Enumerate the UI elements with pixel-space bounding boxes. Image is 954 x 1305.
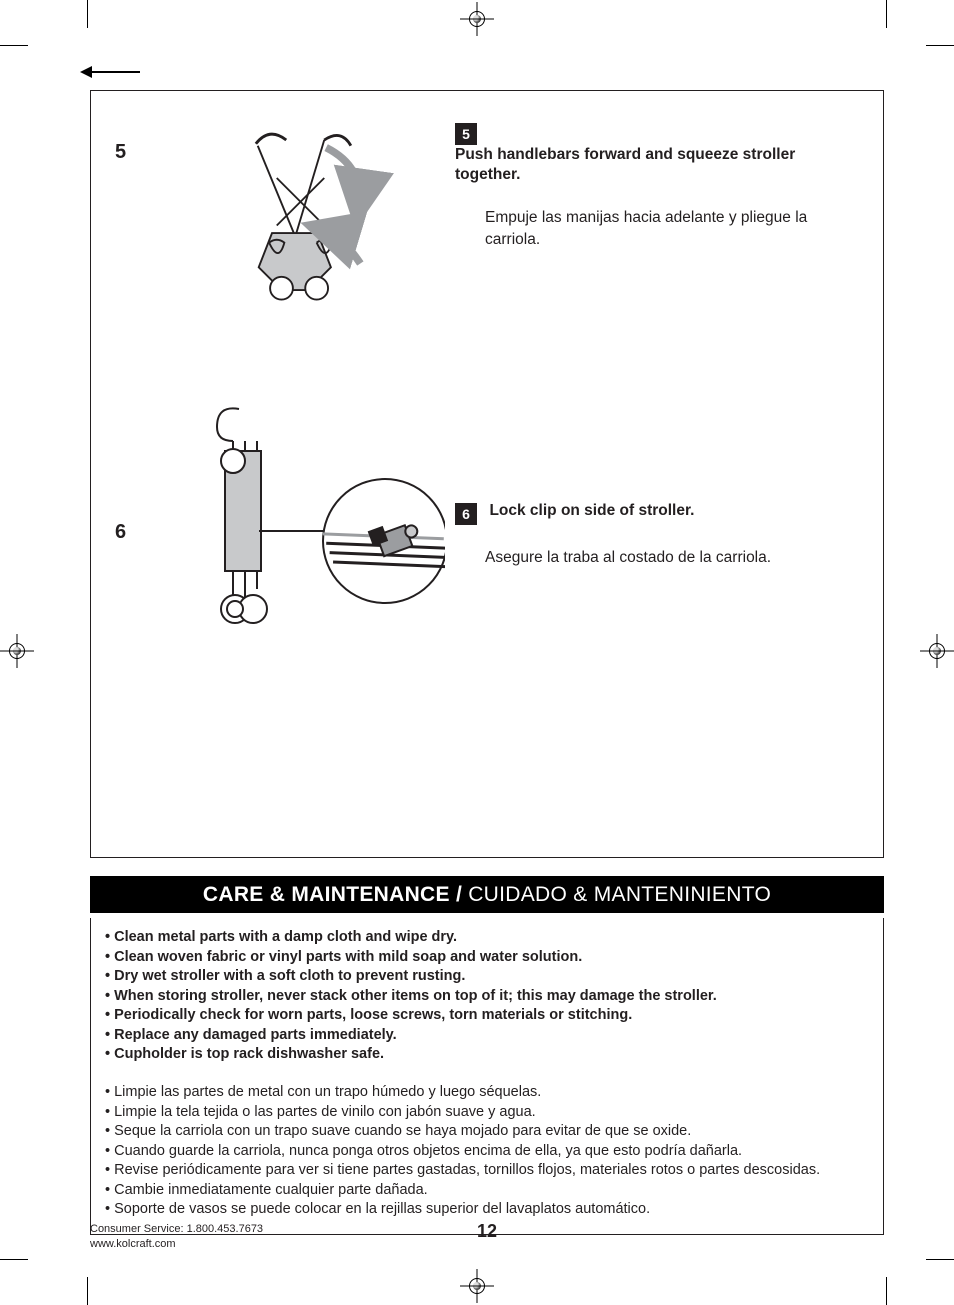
care-item-es: Cuando guarde la carriola, nunca ponga o… bbox=[105, 1142, 869, 1162]
care-maintenance-header: CARE & MAINTENANCE / CUIDADO & MANTENINI… bbox=[90, 876, 884, 913]
care-item-es: Seque la carriola con un trapo suave cua… bbox=[105, 1122, 869, 1142]
care-item-es: Soporte de vasos se puede colocar en la … bbox=[105, 1200, 869, 1220]
care-item-en: Clean woven fabric or vinyl parts with m… bbox=[105, 948, 869, 968]
step-6-badge: 6 bbox=[455, 503, 477, 525]
step-6-english: Lock clip on side of stroller. bbox=[489, 501, 694, 521]
care-item-es: Cambie inmediatamente cualquier parte da… bbox=[105, 1181, 869, 1201]
care-item-en: Clean metal parts with a damp cloth and … bbox=[105, 928, 869, 948]
care-item-en: When storing stroller, never stack other… bbox=[105, 987, 869, 1007]
section-title-bold: CARE & MAINTENANCE / bbox=[203, 883, 468, 906]
registration-mark bbox=[466, 8, 488, 30]
step-5-spanish: Empuje las manijas hacia adelante y plie… bbox=[455, 207, 859, 250]
crop-mark bbox=[0, 1259, 28, 1260]
crop-mark bbox=[926, 45, 954, 46]
care-item-en: Replace any damaged parts immediately. bbox=[105, 1026, 869, 1046]
step-6-row: 6 bbox=[115, 401, 859, 641]
page-direction-arrow bbox=[80, 69, 140, 75]
step-5-text: 5 Push handlebars forward and squeeze st… bbox=[445, 121, 859, 251]
care-item-en: Periodically check for worn parts, loose… bbox=[105, 1006, 869, 1026]
crop-mark bbox=[87, 1277, 88, 1305]
step-6-spanish: Asegure la traba al costado de la carrio… bbox=[455, 547, 859, 569]
step-6-figure-number: 6 bbox=[115, 401, 175, 544]
step-5-row: 5 bbox=[115, 121, 859, 311]
step-5-figure-number: 5 bbox=[115, 121, 175, 164]
care-list-spanish: Limpie las partes de metal con un trapo … bbox=[105, 1083, 869, 1220]
crop-mark bbox=[926, 1259, 954, 1260]
step-5-english: Push handlebars forward and squeeze stro… bbox=[455, 145, 825, 185]
crop-mark bbox=[886, 0, 887, 28]
section-title-regular: CUIDADO & MANTENINIENTO bbox=[468, 883, 771, 906]
page-footer: Consumer Service: 1.800.453.7673 www.kol… bbox=[90, 1222, 884, 1251]
page-number: 12 bbox=[90, 1220, 884, 1243]
care-item-en: Cupholder is top rack dishwasher safe. bbox=[105, 1045, 869, 1065]
care-item-es: Limpie la tela tejida o las partes de vi… bbox=[105, 1103, 869, 1123]
step-6-text: 6 Lock clip on side of stroller. Asegure… bbox=[445, 401, 859, 569]
registration-mark bbox=[6, 640, 28, 662]
care-list-english: Clean metal parts with a damp cloth and … bbox=[105, 928, 869, 1065]
care-item-es: Limpie las partes de metal con un trapo … bbox=[105, 1083, 869, 1103]
instruction-frame: 5 bbox=[90, 90, 884, 858]
registration-mark bbox=[466, 1275, 488, 1297]
crop-mark bbox=[87, 0, 88, 28]
care-item-es: Revise periódicamente para ver si tiene … bbox=[105, 1161, 869, 1181]
crop-mark bbox=[0, 45, 28, 46]
step-5-illustration bbox=[175, 121, 445, 311]
registration-mark bbox=[926, 640, 948, 662]
care-item-en: Dry wet stroller with a soft cloth to pr… bbox=[105, 967, 869, 987]
crop-mark bbox=[886, 1277, 887, 1305]
care-maintenance-box: Clean metal parts with a damp cloth and … bbox=[90, 918, 884, 1235]
step-6-illustration bbox=[175, 401, 445, 641]
step-5-badge: 5 bbox=[455, 123, 477, 145]
